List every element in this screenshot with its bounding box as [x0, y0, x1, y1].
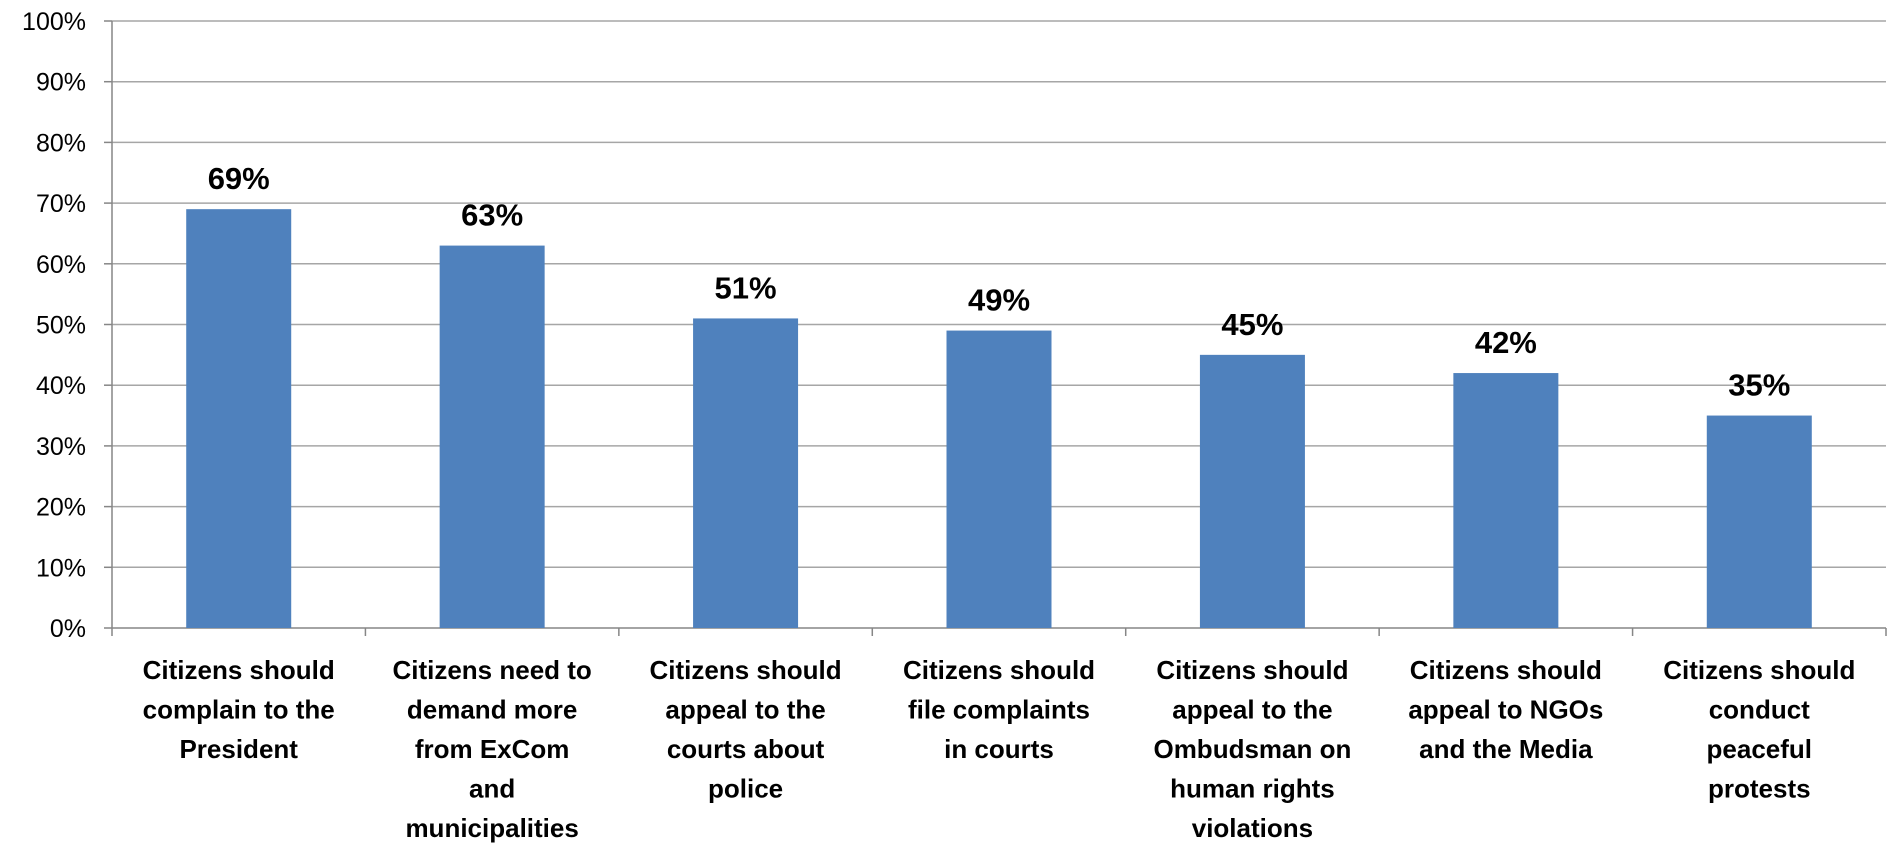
x-tick-label: Citizens should: [1663, 655, 1855, 685]
y-tick-label: 60%: [36, 251, 86, 279]
x-tick-label: conduct: [1709, 695, 1810, 725]
y-tick-label: 80%: [36, 129, 86, 157]
x-tick-label: Citizens should: [903, 655, 1095, 685]
y-tick-label: 70%: [36, 190, 86, 218]
bar: [1453, 373, 1559, 628]
x-tick-label: file complaints: [908, 695, 1090, 725]
x-tick-label: municipalities: [405, 813, 578, 843]
x-tick-label: peaceful: [1707, 734, 1813, 764]
x-tick-label: protests: [1708, 774, 1811, 804]
y-tick-label: 20%: [36, 494, 86, 522]
x-tick-label: courts about: [667, 734, 825, 764]
x-tick-label: human rights: [1170, 774, 1335, 804]
x-tick-label: Citizens should: [1410, 655, 1602, 685]
bar: [946, 330, 1052, 628]
x-tick-label: demand more: [407, 695, 578, 725]
x-tick-label: Citizens should: [1156, 655, 1348, 685]
x-tick-label: and the Media: [1419, 734, 1593, 764]
x-tick-label: in courts: [944, 734, 1054, 764]
x-tick-label: appeal to NGOs: [1408, 695, 1603, 725]
data-label: 49%: [968, 283, 1030, 318]
x-tick-label: and: [469, 774, 515, 804]
x-tick-label: Citizens should: [143, 655, 335, 685]
x-tick-label: from ExCom: [415, 734, 570, 764]
data-label: 69%: [208, 161, 270, 196]
data-label: 42%: [1475, 325, 1537, 360]
x-tick-label: police: [708, 774, 783, 804]
x-tick-label: Citizens should: [650, 655, 842, 685]
y-tick-label: 100%: [22, 8, 86, 36]
bar: [186, 209, 292, 629]
data-label: 35%: [1728, 368, 1790, 403]
bar: [439, 245, 545, 628]
y-tick-label: 50%: [36, 312, 86, 340]
bar: [1199, 354, 1305, 628]
bar: [1706, 415, 1812, 628]
x-tick-label: complain to the: [143, 695, 335, 725]
data-label: 45%: [1221, 307, 1283, 342]
y-tick-label: 0%: [50, 615, 86, 643]
bar: [693, 318, 799, 628]
y-tick-label: 10%: [36, 554, 86, 582]
data-label: 51%: [715, 270, 777, 305]
y-tick-label: 30%: [36, 433, 86, 461]
y-tick-label: 90%: [36, 69, 86, 97]
x-tick-label: Citizens need to: [392, 655, 591, 685]
y-tick-label: 40%: [36, 372, 86, 400]
data-label: 63%: [461, 198, 523, 233]
x-tick-label: violations: [1192, 813, 1313, 843]
x-tick-label: appeal to the: [1172, 695, 1332, 725]
x-tick-label: Ombudsman on: [1153, 734, 1351, 764]
x-tick-label: appeal to the: [665, 695, 825, 725]
x-tick-label: President: [179, 734, 298, 764]
